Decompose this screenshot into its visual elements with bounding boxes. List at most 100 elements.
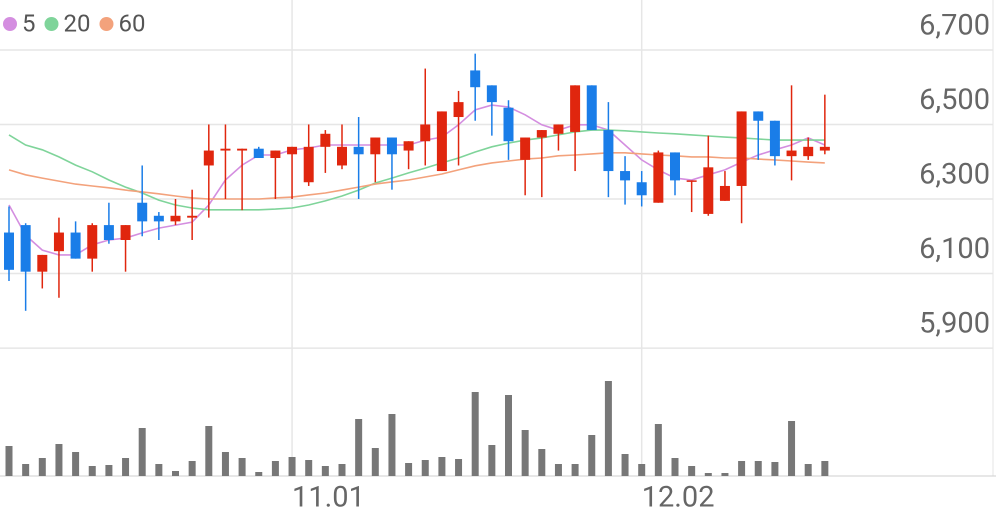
candle-body [670,152,680,181]
candle-body [653,152,664,203]
candle-body [503,107,514,142]
candle-body [4,232,14,270]
candle-body [436,111,447,172]
candle-body [719,185,730,201]
candle-body [303,146,314,183]
volume-bar [588,435,596,476]
volume-bar [488,445,496,476]
volume-bar [38,458,46,476]
candle-body [203,150,214,166]
volume-bar [122,458,130,476]
volume-bar [671,458,679,476]
candle-body [486,85,497,103]
volume-bar [388,414,396,476]
candle-body [137,202,148,222]
candle-body [586,85,597,131]
volume-bar [22,464,30,476]
candle-body [320,133,331,147]
legend-swatch [99,17,114,31]
volume-bar [604,381,612,476]
volume-bar [804,464,812,476]
y-tick-label: 6,700 [919,9,990,43]
candle-body [370,137,381,155]
candle-body [287,146,298,155]
volume-bar [55,444,63,476]
legend-swatch [44,17,59,31]
candle-body [453,102,464,118]
legend-swatch [3,17,17,31]
candle-body [470,70,481,88]
candle-body [337,146,347,166]
candle-body [686,180,697,182]
volume-bar [654,424,662,476]
volume-bar [438,457,446,476]
volume-bar [788,421,796,476]
candle-body [20,225,31,272]
volume-bar [771,462,779,476]
volume-bar [321,466,329,476]
volume-bar [155,464,163,476]
candle-body [636,182,647,196]
volume-bar [455,459,463,476]
candle-body [536,130,547,138]
y-tick-label: 6,500 [919,83,990,117]
volume-bar [355,419,363,476]
candle-body [603,130,614,172]
candle-body [120,225,131,240]
candle-body [736,111,747,186]
candle-body [353,146,364,155]
volume-bar [172,471,179,476]
volume-bar [754,461,762,476]
candle-body [570,85,581,132]
moving-average-line [8,152,825,200]
volume-bar [72,452,80,476]
volume-bar [138,428,146,476]
volume-bar [221,452,229,476]
legend-label: 20 [64,9,91,37]
candle-body [37,254,48,272]
volume-bar [505,395,512,476]
candle-body [769,120,780,157]
candle-body [87,225,98,259]
candle-body [53,232,64,252]
candle-body [403,141,414,151]
volume-bar [521,430,529,476]
volume-bar [538,449,546,476]
volume-bar [554,464,562,476]
y-tick-label: 6,100 [919,232,990,266]
volume-bar [88,466,96,476]
moving-average-line [8,104,826,256]
volume-bar [721,473,729,476]
candle-body [819,146,830,151]
volume-bar [571,464,579,476]
candle-body [420,124,431,142]
volume-bar [271,461,279,476]
candle-body [170,215,181,222]
volume-bar [821,461,829,476]
candle-body [386,137,397,155]
volume-bar [621,454,629,476]
candle-body [237,148,248,151]
candle-body [187,215,198,218]
candle-body [270,150,281,159]
candle-body [753,111,764,121]
candle-body [620,171,631,181]
candle-body [703,167,714,214]
y-tick-label: 5,900 [919,307,990,341]
volume-bar [371,448,379,476]
candle-body [153,215,164,222]
volume-bar [238,458,246,476]
volume-bar [5,446,13,476]
volume-bar [305,460,313,476]
volume-bar [738,461,746,476]
candle-body [70,232,81,259]
volume-bar [688,466,696,476]
volume-bar [405,463,413,476]
legend-label: 60 [118,9,145,37]
volume-bar [205,426,213,476]
y-tick-label: 6,300 [919,158,990,192]
moving-average-line [8,129,825,211]
volume-bar [255,472,263,476]
volume-bar [105,465,113,476]
